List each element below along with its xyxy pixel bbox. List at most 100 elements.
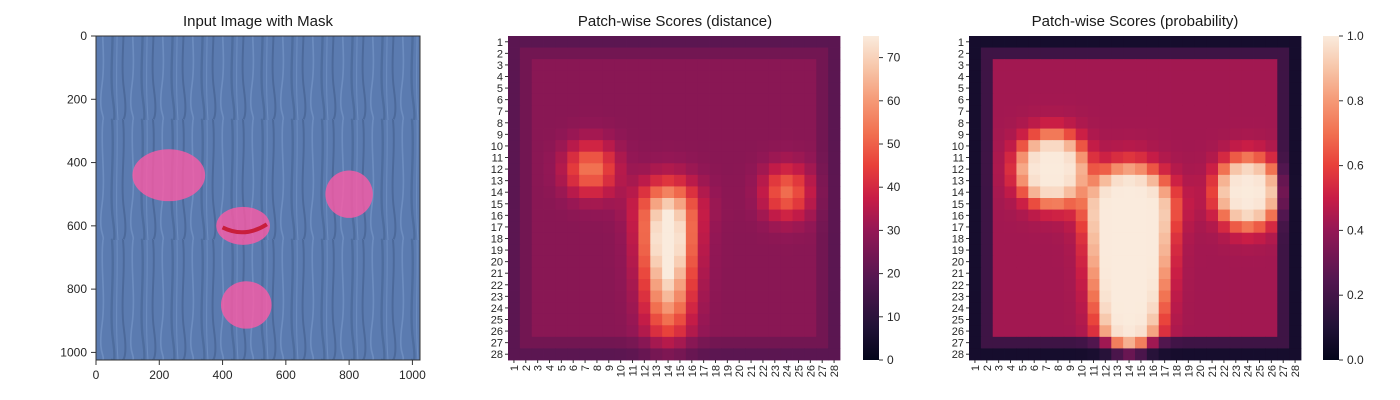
heatmap-cell	[1099, 221, 1112, 234]
heatmap-cell	[709, 36, 722, 48]
heatmap-cell	[792, 221, 805, 234]
heatmap-cell	[804, 105, 817, 118]
heatmap-cell	[543, 70, 556, 83]
heatmap-cell	[992, 93, 1005, 106]
heatmap-cell	[1265, 70, 1278, 83]
heatmap-cell	[1052, 325, 1065, 338]
heatmap-cell	[1028, 221, 1041, 234]
y-tick-label: 1	[497, 37, 503, 49]
heatmap-cell	[662, 163, 675, 176]
heatmap-cell	[1040, 59, 1053, 72]
heatmap-cell	[733, 140, 746, 153]
heatmap-cell	[1040, 348, 1053, 361]
colorbar	[863, 36, 879, 360]
heatmap-cell	[1075, 290, 1088, 303]
heatmap-cell	[519, 313, 533, 326]
heatmap-cell	[828, 174, 841, 187]
heatmap-cell	[662, 290, 675, 303]
heatmap-cell	[1182, 163, 1195, 176]
heatmap-cell	[1253, 128, 1266, 141]
heatmap-cell	[602, 325, 616, 338]
heatmap-cell	[969, 140, 982, 153]
heatmap-cell	[591, 93, 604, 106]
heatmap-cell	[1040, 232, 1053, 245]
heatmap-cell	[685, 128, 699, 141]
x-tick-label: 21	[1207, 365, 1219, 377]
heatmap-cell	[709, 267, 722, 280]
heatmap-cell	[638, 198, 651, 210]
heatmap-cell	[1099, 82, 1112, 95]
heatmap-cell	[709, 47, 722, 60]
heatmap-cell	[745, 82, 758, 95]
heatmap-cell	[1063, 221, 1077, 234]
heatmap-cell	[650, 70, 663, 83]
heatmap-cell	[733, 209, 746, 222]
heatmap-cell	[757, 232, 770, 245]
heatmap-cell	[709, 163, 722, 176]
heatmap-cell	[614, 117, 627, 129]
heatmap-cell	[1087, 140, 1100, 153]
heatmap-cell	[980, 105, 994, 118]
heatmap-cell	[1194, 140, 1207, 153]
heatmap-cell	[1111, 128, 1124, 141]
heatmap-cell	[1099, 255, 1112, 268]
y-tick-label: 21	[952, 268, 964, 280]
heatmap-cell	[650, 93, 663, 106]
heatmap-cell	[626, 267, 639, 280]
heatmap-cell	[555, 186, 568, 199]
heatmap-cell	[1218, 59, 1231, 72]
heatmap-cell	[1229, 59, 1243, 72]
y-tick-label: 14	[491, 187, 503, 199]
heatmap-cell	[567, 163, 580, 176]
heatmap-cell	[602, 117, 616, 129]
heatmap-cell	[1123, 209, 1136, 222]
heatmap-cell	[662, 128, 675, 141]
heatmap-cell	[1052, 255, 1065, 268]
heatmap-cell	[969, 255, 982, 268]
heatmap-cell	[816, 105, 829, 118]
heatmap-cell	[1099, 313, 1112, 326]
heatmap-cell	[697, 186, 710, 199]
heatmap-cell	[602, 244, 616, 257]
heatmap-cell	[1063, 174, 1077, 187]
heatmap-cell	[1194, 209, 1207, 222]
heatmap-cell	[1146, 198, 1160, 210]
heatmap-cell	[1194, 348, 1207, 361]
heatmap-cell	[768, 174, 782, 187]
x-tick-label: 26	[805, 365, 817, 377]
heatmap-cell	[1063, 186, 1077, 199]
heatmap-cell	[709, 302, 722, 315]
heatmap-cell	[1265, 59, 1278, 72]
heatmap-cell	[674, 336, 687, 349]
heatmap-cell	[1289, 105, 1302, 118]
heatmap-cell	[709, 348, 722, 361]
heatmap-cell	[1087, 325, 1100, 338]
heatmap-cell	[780, 279, 793, 291]
heatmap-cell	[508, 70, 521, 83]
y-tick-label: 22	[491, 280, 503, 292]
heatmap-cell	[697, 255, 710, 268]
heatmap-cell	[1241, 325, 1254, 338]
heatmap-cell	[579, 105, 592, 118]
heatmap-cell	[1123, 128, 1136, 141]
heatmap-cell	[816, 209, 829, 222]
heatmap-cell	[1158, 255, 1171, 268]
heatmap-cell	[567, 117, 580, 129]
heatmap-cell	[638, 232, 651, 245]
heatmap-cell	[757, 186, 770, 199]
heatmap-cell	[1040, 221, 1053, 234]
heatmap-cell	[519, 151, 533, 164]
heatmap-cell	[980, 267, 994, 280]
heatmap-cell	[1087, 221, 1100, 234]
heatmap-cell	[638, 174, 651, 187]
heatmap-cell	[780, 336, 793, 349]
heatmap-cell	[792, 336, 805, 349]
heatmap-cell	[650, 255, 663, 268]
heatmap-cell	[709, 128, 722, 141]
heatmap-cell	[1277, 174, 1290, 187]
heatmap-cell	[1099, 140, 1112, 153]
y-tick-label: 24	[952, 303, 964, 315]
heatmap-cell	[1289, 117, 1302, 129]
heatmap-cell	[768, 140, 782, 153]
heatmap-cell	[1135, 209, 1148, 222]
